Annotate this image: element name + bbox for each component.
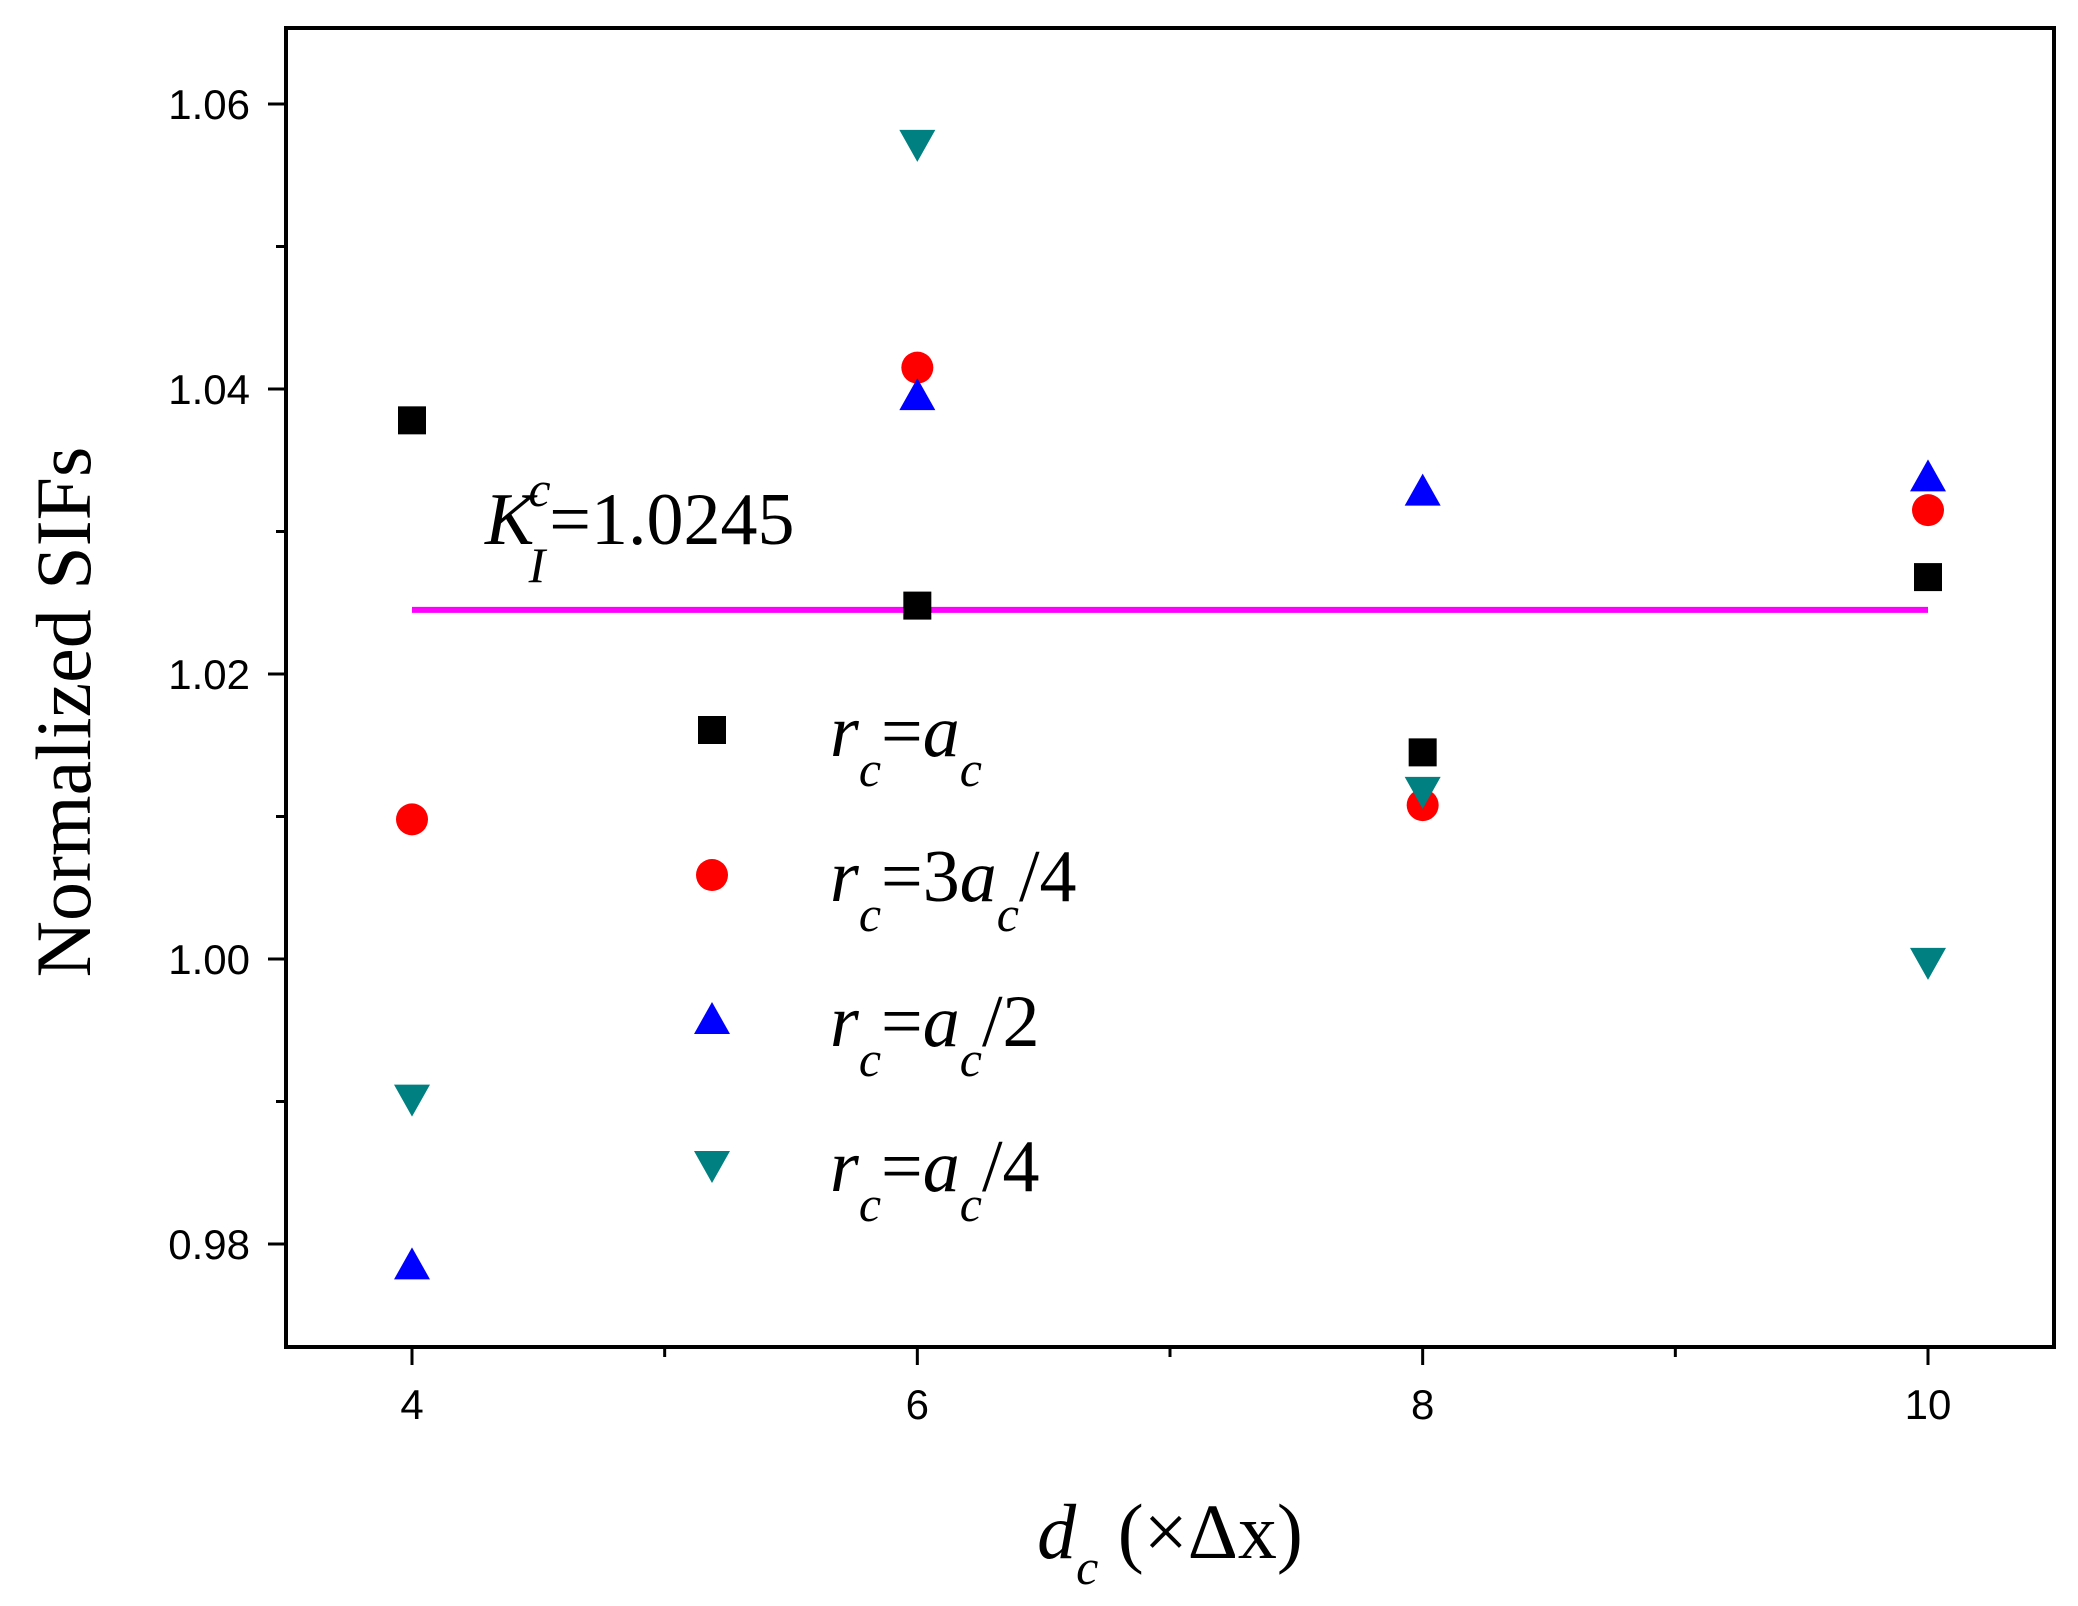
x-axis-title-rest: (×Δx) [1098,1488,1303,1575]
x-tick-label: 6 [906,1381,929,1428]
data-point-triangle-up [1404,473,1441,506]
legend-label-part: a [923,691,960,773]
x-axis-title: dc (×Δx) [1037,1488,1303,1595]
data-point-triangle-down [1910,947,1946,980]
reference-line-group: Kc I=1.0245 [412,461,1928,613]
y-axis-title: Normalized SIFs [20,447,107,978]
x-tick-label: 8 [1411,1381,1434,1428]
data-markers [394,129,1946,1280]
reference-line-label: Kc I=1.0245 [484,461,794,593]
data-point-circle [396,803,428,836]
legend-label-part: c [960,741,982,797]
data-point-square [903,591,932,620]
data-point-triangle-down [899,129,936,162]
legend-marker-triangle-down [694,1151,730,1183]
data-point-triangle-up [1910,459,1946,492]
legend-label-part: r [830,836,860,918]
legend-label-part: r [830,691,860,773]
legend-label-part: =3 [881,836,960,918]
y-tick-label: 1.04 [168,366,250,413]
legend-label-part: c [859,1031,881,1087]
legend-label-part: c [960,1031,982,1087]
legend-label: rc=3ac/4 [830,836,1077,942]
legend-label-part: = [881,981,923,1063]
y-tick-label: 1.06 [168,81,250,128]
x-tick-label: 10 [1905,1381,1952,1428]
legend-label-part: c [859,741,881,797]
reference-label-value: =1.0245 [549,479,794,561]
legend-label-part: r [830,981,860,1063]
legend-label-part: /4 [1019,836,1077,918]
y-tick-label: 1.02 [168,651,250,698]
legend-marker-square [698,716,726,744]
data-point-triangle-up [899,378,936,411]
legend-label-part: a [923,981,960,1063]
data-point-triangle-up [394,1247,430,1280]
reference-label-sub: I [528,537,548,593]
y-tick-label: 1.00 [168,936,250,983]
reference-label-main: K [484,479,538,561]
data-point-circle [1912,494,1944,527]
data-point-square [398,406,426,435]
data-point-square [1408,738,1437,767]
legend-label: rc=ac/4 [830,1126,1040,1232]
reference-label-sup: c [528,461,550,517]
legend-label-part: c [997,886,1019,942]
legend-marker-triangle-up [694,1002,730,1034]
data-point-square [1914,563,1942,592]
data-point-circle [901,351,934,384]
legend-label-part: c [859,1176,881,1232]
legend-label-part: c [859,886,881,942]
x-axis-title-sub: c [1076,1539,1098,1595]
x-axis-title-main: d [1037,1488,1077,1575]
axis-ticks: 4 6 8 10 0.98 1.00 1.02 1.04 1.06 [168,81,1951,1428]
plot-frame [284,26,2056,1349]
data-point-triangle-down [1404,776,1441,809]
legend-marker-circle [696,859,728,891]
legend-label-part: = [881,691,923,773]
legend-label-part: a [923,1126,960,1208]
legend-label-part: /4 [982,1126,1040,1208]
y-tick-label: 0.98 [168,1221,250,1268]
legend-label-part: /2 [982,981,1040,1063]
x-tick-label: 4 [400,1381,423,1428]
legend-label-part: r [830,1126,860,1208]
data-point-triangle-down [394,1084,430,1117]
legend-label: rc=ac [830,691,982,797]
legend-label: rc=ac/2 [830,981,1040,1087]
legend-label-part: a [960,836,997,918]
legend-label-part: = [881,1126,923,1208]
legend-label-part: c [960,1176,982,1232]
